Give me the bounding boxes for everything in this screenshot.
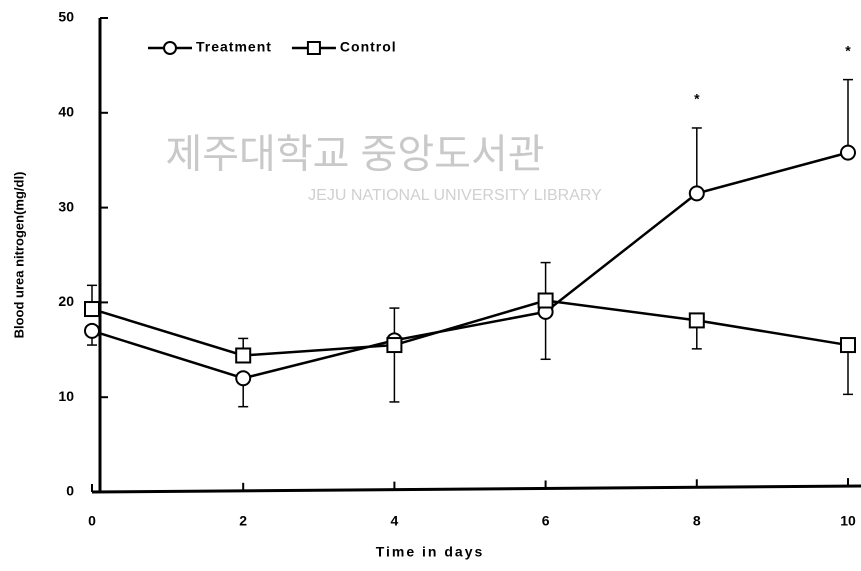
y-tick-label: 30 — [58, 198, 74, 214]
data-point — [537, 292, 554, 309]
data-point — [84, 301, 100, 318]
x-tick-label: 4 — [391, 513, 399, 529]
data-point — [386, 337, 403, 354]
legend-marker — [306, 41, 321, 55]
legend-marker — [163, 41, 177, 55]
series-line — [91, 299, 849, 357]
series-line — [91, 151, 849, 380]
data-point — [688, 185, 705, 202]
x-tick-label: 2 — [239, 513, 247, 529]
y-axis-label: Blood urea nitrogen(mg/dl) — [11, 172, 26, 339]
data-point — [688, 312, 705, 329]
y-tick-label: 20 — [58, 293, 74, 309]
x-tick-label: 6 — [542, 513, 550, 529]
y-tick-label: 10 — [58, 388, 74, 404]
legend-label: Control — [340, 39, 397, 55]
significance-mark: * — [694, 91, 700, 107]
data-point — [235, 347, 252, 364]
watermark-subtitle: JEJU NATIONAL UNIVERSITY LIBRARY — [308, 187, 602, 204]
data-point — [235, 370, 252, 387]
y-tick-label: 0 — [66, 483, 74, 499]
x-tick-label: 10 — [840, 513, 856, 529]
data-point — [84, 322, 100, 339]
y-tick-label: 50 — [58, 9, 74, 25]
data-point — [840, 337, 856, 354]
x-axis — [91, 484, 861, 494]
legend-label: Treatment — [196, 39, 272, 55]
x-axis-label: Time in days — [376, 544, 485, 560]
watermark-title: 제주대학교 중앙도서관 — [165, 133, 544, 177]
y-tick-label: 40 — [58, 104, 74, 120]
significance-mark: * — [845, 42, 851, 58]
data-point — [840, 144, 856, 161]
x-tick-label: 8 — [693, 513, 701, 529]
x-tick-label: 0 — [88, 513, 96, 529]
